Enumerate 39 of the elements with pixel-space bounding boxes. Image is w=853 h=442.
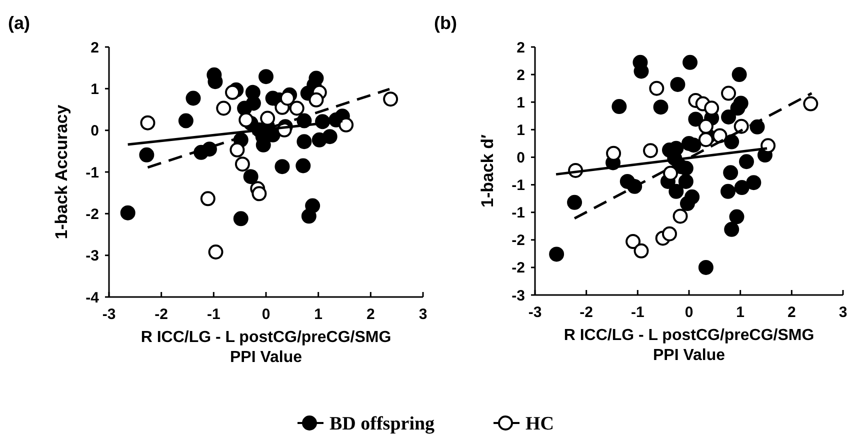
x-tick-label: 3 <box>418 306 428 323</box>
x-tick-label: 3 <box>838 304 848 321</box>
y-tick-label: 0 <box>90 122 99 140</box>
x-tick-label: 0 <box>262 306 270 323</box>
x-axis-title: R ICC/LG - L postCG/preCG/SMG PPI Value <box>140 329 392 366</box>
x-axis-title: R ICC/LG - L postCG/preCG/SMG PPI Value <box>564 327 814 364</box>
chart-title: (a) <box>8 13 30 33</box>
y-tick-label: -1 <box>512 204 525 222</box>
x-tick-label: 2 <box>787 304 796 321</box>
y-tick-label: -2 <box>86 206 99 223</box>
y-tick-label: -2 <box>512 232 525 250</box>
x-tick-label: 1 <box>314 306 323 323</box>
y-tick-label: 1 <box>516 94 525 112</box>
legend-label: BD offspring <box>330 414 436 435</box>
x-tick-label: -1 <box>206 306 220 323</box>
y-tick-label: 1 <box>90 80 99 98</box>
x-tick-label: -1 <box>630 304 644 321</box>
y-tick-label: 2 <box>90 39 99 56</box>
y-axis-title: 1-back Accuracy <box>52 104 71 240</box>
chart-title: (b) <box>434 13 457 33</box>
y-tick-label: -3 <box>86 248 99 265</box>
y-tick-label: -3 <box>512 287 525 304</box>
y-tick-label: -2 <box>512 260 525 277</box>
y-tick-label: 2 <box>516 66 525 84</box>
x-tick-label: 2 <box>366 306 375 323</box>
x-tick-label: 0 <box>684 304 694 321</box>
x-tick-label: -2 <box>580 304 594 321</box>
y-tick-label: -1 <box>512 177 525 194</box>
x-tick-label: -3 <box>102 306 116 323</box>
legend-label: HC <box>526 414 554 435</box>
y-tick-label: 1 <box>516 122 525 139</box>
y-tick-label: 0 <box>516 149 525 166</box>
y-tick-label: -4 <box>86 289 100 306</box>
x-tick-label: 1 <box>736 304 745 321</box>
y-tick-label: 2 <box>516 39 525 56</box>
y-axis-title: 1-back d′ <box>478 134 497 208</box>
y-tick-label: -1 <box>86 164 99 182</box>
x-tick-label: -3 <box>528 304 542 321</box>
x-tick-label: -2 <box>154 306 168 323</box>
